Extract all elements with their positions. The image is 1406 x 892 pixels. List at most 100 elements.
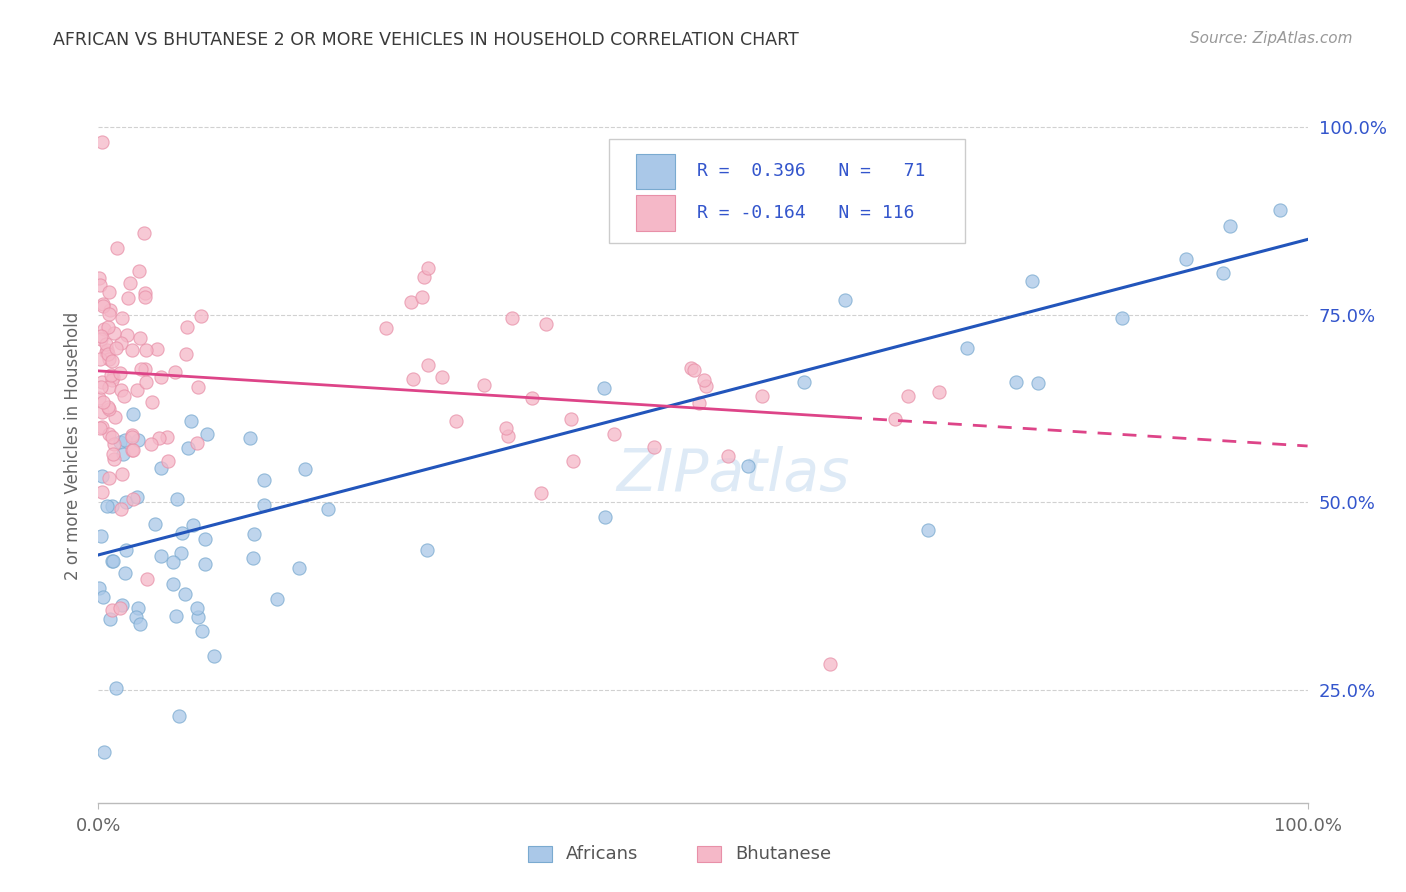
Point (91, 299, 114, 313)
Point (187, 609, 209, 624)
Point (737, 458, 759, 473)
Point (101, 373, 124, 387)
Point (693, 374, 716, 388)
Text: R =  0.396   N =   71: R = 0.396 N = 71 (697, 162, 925, 180)
Point (114, 566, 136, 580)
Point (97, 307, 120, 321)
Point (190, 310, 212, 324)
Point (166, 492, 188, 507)
Point (186, 380, 208, 394)
Point (174, 587, 197, 601)
Point (129, 361, 152, 376)
Point (121, 442, 143, 457)
Point (561, 454, 583, 468)
Point (190, 624, 212, 638)
Point (418, 260, 440, 275)
Point (98, 303, 121, 318)
Point (560, 411, 582, 425)
Text: Bhutanese: Bhutanese (735, 846, 831, 863)
Point (100, 499, 122, 513)
Point (104, 681, 127, 695)
Point (150, 369, 173, 384)
Point (170, 546, 193, 560)
Point (103, 437, 125, 451)
Point (91, 590, 114, 604)
Point (97, 320, 120, 334)
Point (93, 321, 115, 335)
Point (772, 218, 794, 232)
Point (134, 290, 156, 304)
Point (186, 435, 208, 450)
Point (135, 376, 157, 390)
Point (97, 380, 120, 394)
Point (818, 657, 841, 672)
Point (195, 426, 218, 441)
Point (243, 526, 266, 541)
FancyBboxPatch shape (637, 153, 675, 189)
Point (101, 603, 124, 617)
Point (956, 341, 979, 355)
Point (127, 433, 149, 447)
Point (253, 498, 276, 512)
Point (643, 441, 665, 455)
Point (108, 434, 131, 449)
Point (117, 291, 139, 305)
Point (100, 368, 122, 382)
Point (496, 429, 519, 443)
Point (717, 449, 740, 463)
Point (239, 431, 262, 445)
Point (134, 227, 156, 241)
Point (202, 648, 225, 663)
Point (444, 414, 467, 428)
Point (186, 601, 208, 615)
Point (97, 400, 120, 414)
Text: Source: ZipAtlas.com: Source: ZipAtlas.com (1189, 31, 1353, 46)
Point (87, 392, 110, 406)
Point (96, 499, 118, 513)
Point (98, 285, 121, 300)
Point (97, 346, 120, 360)
Point (121, 491, 143, 506)
Point (89, 352, 111, 367)
Point (1111, 310, 1133, 325)
Point (110, 384, 132, 398)
Point (751, 388, 773, 402)
Point (501, 311, 523, 326)
Point (121, 430, 143, 444)
Point (93, 745, 115, 759)
Point (156, 454, 179, 468)
Point (91, 297, 114, 311)
Point (101, 447, 124, 461)
Point (495, 421, 517, 435)
Point (110, 366, 132, 380)
Point (593, 510, 616, 524)
Point (180, 414, 202, 428)
Point (134, 343, 156, 357)
Point (129, 616, 152, 631)
Point (120, 277, 142, 291)
Point (110, 501, 132, 516)
Point (181, 518, 204, 533)
Point (1219, 219, 1241, 233)
Point (176, 319, 198, 334)
Point (793, 376, 815, 390)
Point (165, 609, 187, 624)
Point (134, 362, 156, 376)
Point (111, 447, 134, 461)
FancyBboxPatch shape (697, 847, 721, 862)
Point (430, 370, 453, 384)
Point (111, 311, 134, 326)
Point (121, 343, 143, 358)
Point (90, 529, 112, 543)
Point (139, 436, 162, 450)
Point (128, 264, 150, 278)
Point (105, 242, 128, 256)
Point (402, 372, 425, 386)
Point (91, 376, 114, 390)
Text: R = -0.164   N = 116: R = -0.164 N = 116 (697, 204, 914, 222)
Point (101, 554, 124, 568)
Point (374, 321, 396, 335)
Point (91, 395, 114, 409)
Point (136, 572, 159, 586)
Point (103, 452, 125, 467)
